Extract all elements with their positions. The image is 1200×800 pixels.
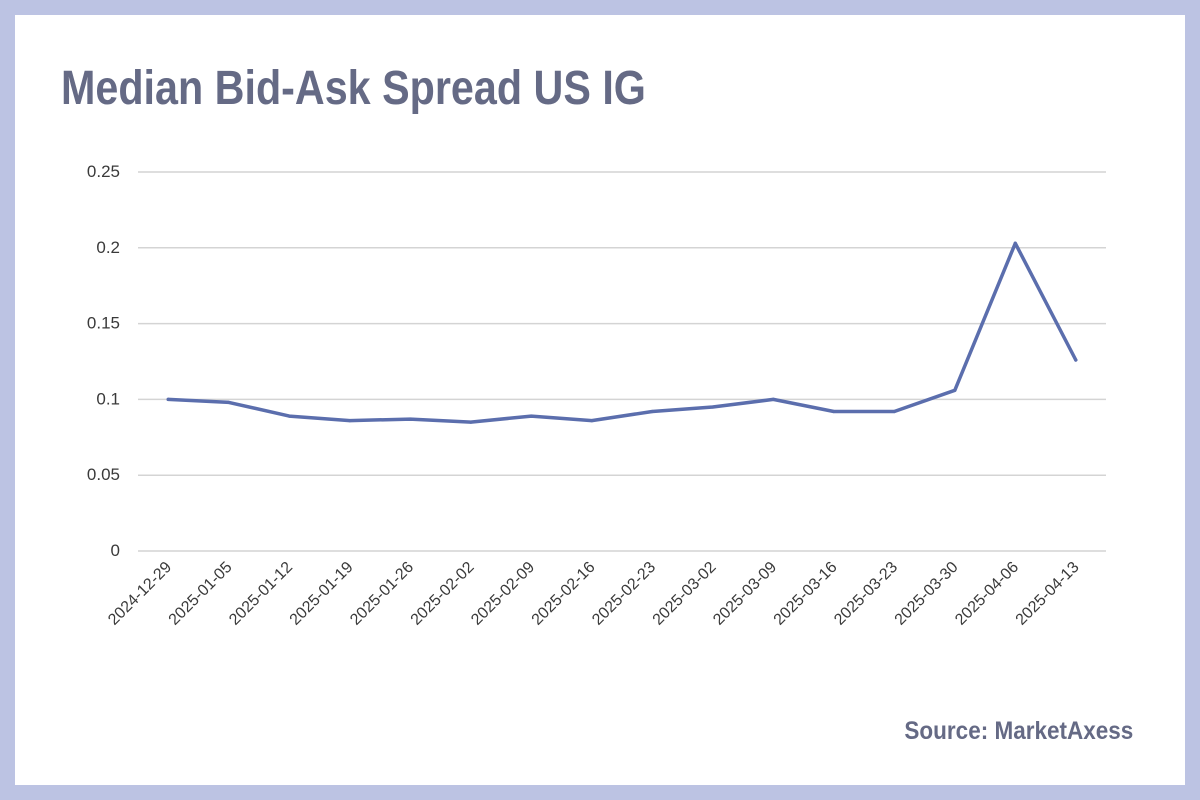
source-note: Source: MarketAxess: [904, 717, 1133, 745]
x-tick-label: 2025-02-02: [408, 559, 478, 629]
x-tick-label: 2025-04-06: [952, 559, 1022, 629]
data-point: [650, 409, 654, 414]
data-point: [892, 409, 896, 414]
x-axis-ticks: 2024-12-292025-01-052025-01-122025-01-19…: [105, 559, 1082, 629]
x-tick-label: 2025-03-16: [771, 559, 841, 629]
data-point: [953, 388, 957, 392]
data-point: [1074, 358, 1078, 362]
x-tick-label: 2025-03-02: [650, 559, 720, 629]
y-tick-label: 0: [111, 541, 120, 560]
data-point: [408, 417, 412, 421]
data-point: [287, 414, 291, 418]
y-tick-label: 0.2: [96, 238, 120, 257]
x-tick-label: 2025-01-05: [166, 559, 236, 629]
series-layer: [166, 241, 1078, 424]
x-tick-label: 2025-03-30: [892, 559, 962, 629]
x-tick-label: 2025-03-09: [710, 559, 780, 629]
x-tick-label: 2025-03-23: [831, 559, 901, 629]
series-line: [166, 241, 1078, 424]
x-tick-label: 2024-12-29: [105, 559, 175, 629]
y-tick-label: 0.1: [96, 389, 120, 408]
data-point: [771, 397, 775, 401]
data-point: [832, 409, 836, 414]
data-point: [1013, 241, 1017, 245]
y-tick-label: 0.15: [87, 314, 120, 333]
data-point: [166, 397, 170, 401]
gridlines: [138, 171, 1106, 552]
x-tick-label: 2025-02-23: [589, 559, 659, 629]
data-point: [227, 400, 231, 405]
x-tick-label: 2025-01-12: [226, 559, 296, 629]
y-tick-label: 0.05: [87, 465, 120, 484]
data-point: [711, 405, 715, 409]
data-point: [469, 420, 473, 424]
chart-title: Median Bid-Ask Spread US IG: [61, 62, 646, 115]
x-tick-label: 2025-02-09: [468, 559, 538, 629]
data-point: [529, 414, 533, 418]
y-tick-label: 0.25: [87, 162, 120, 181]
x-tick-label: 2025-04-13: [1013, 559, 1083, 629]
x-tick-label: 2025-01-26: [347, 559, 417, 629]
data-point: [348, 419, 352, 423]
x-tick-label: 2025-01-19: [287, 559, 357, 629]
x-tick-label: 2025-02-16: [529, 559, 599, 629]
data-point: [590, 419, 594, 423]
y-axis-ticks: 0 0.05 0.1 0.15 0.2 0.25: [87, 162, 120, 560]
